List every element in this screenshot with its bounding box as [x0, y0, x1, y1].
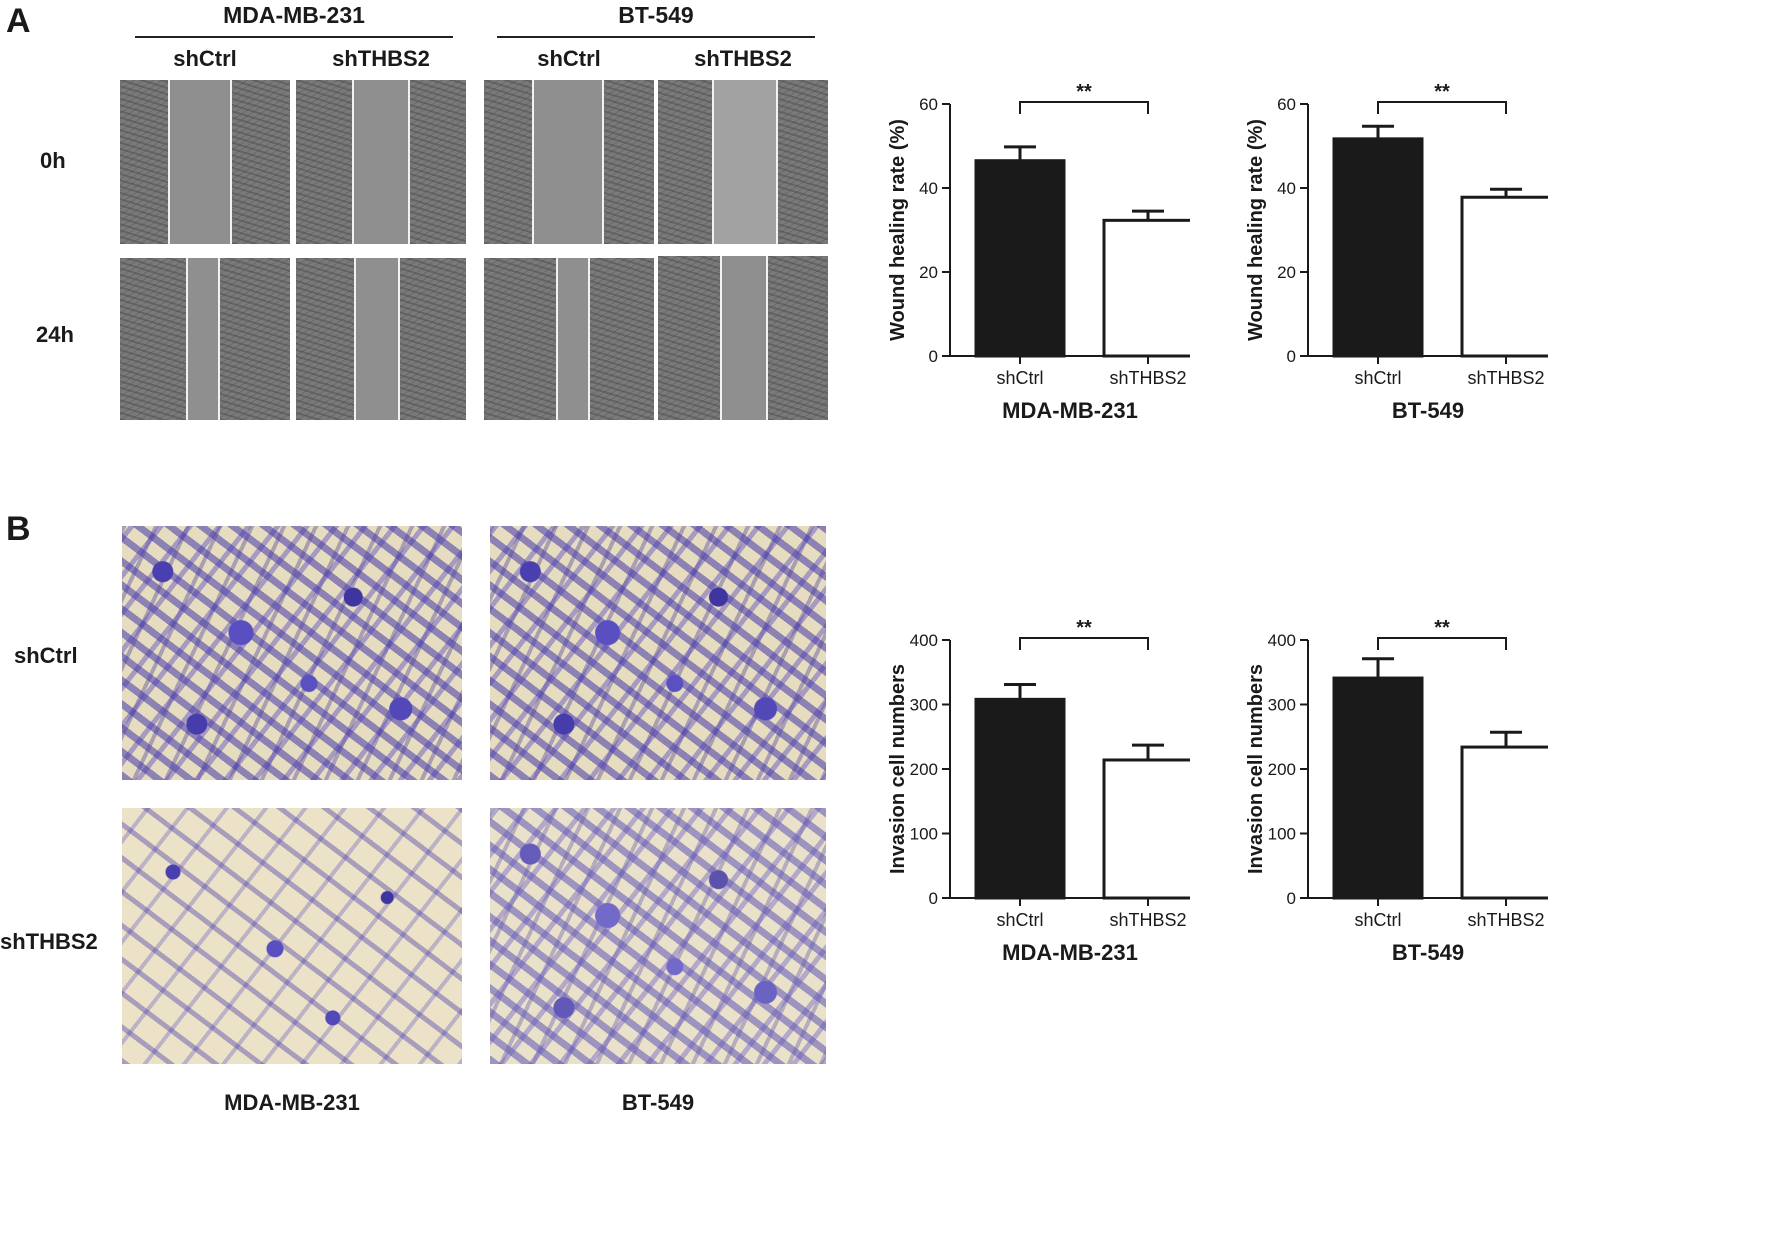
bar-shthbs2 — [1102, 218, 1190, 358]
bar-shctrl — [1332, 137, 1424, 358]
invasion-image-bt-shctrl — [490, 526, 826, 780]
y-axis-label: Invasion cell numbers — [887, 664, 909, 874]
chart-wound-mda: 0 20 40 60 Wound healing rate (%) shCtrl shTHB… — [887, 81, 1190, 423]
significance-label: ** — [1076, 81, 1092, 103]
x-axis-title: BT-549 — [1392, 940, 1464, 965]
x-tick-label: shTHBS2 — [1109, 368, 1186, 388]
significance-bracket — [1019, 101, 1149, 114]
panel-a-header-bt: BT-549 — [618, 2, 694, 28]
panel-b-row-shctrl: shCtrl — [14, 643, 78, 668]
wound-image-mda-shctrl-24h — [120, 258, 290, 420]
wound-image-mda-shctrl-0h — [120, 80, 290, 244]
x-tick-label: shTHBS2 — [1109, 910, 1186, 930]
bar-shthbs2 — [1102, 758, 1190, 900]
panel-a-col-mda-shthbs2: shTHBS2 — [332, 46, 430, 71]
panel-a-row-0h: 0h — [40, 148, 66, 173]
significance-label: ** — [1076, 617, 1092, 639]
significance-label: ** — [1434, 617, 1450, 639]
y-tick-label: 0 — [929, 889, 938, 908]
panel-a-header-bt-line — [497, 36, 815, 38]
y-tick-label: 300 — [1268, 696, 1296, 715]
significance-label: ** — [1434, 81, 1450, 103]
y-tick-label: 100 — [1268, 825, 1296, 844]
invasion-image-mda-shthbs2 — [122, 808, 462, 1064]
y-tick-label: 20 — [1277, 263, 1296, 282]
y-tick-label: 60 — [919, 95, 938, 114]
bar-shctrl — [974, 159, 1066, 358]
panel-a-row-24h: 24h — [36, 322, 74, 347]
wound-image-mda-shthbs2-24h — [296, 258, 466, 420]
y-tick-label: 60 — [1277, 95, 1296, 114]
y-tick-label: 200 — [910, 760, 938, 779]
y-tick-label: 40 — [1277, 179, 1296, 198]
significance-bracket — [1377, 637, 1507, 650]
significance-bracket — [1377, 101, 1507, 114]
y-tick-label: 300 — [910, 696, 938, 715]
y-axis-label: Wound healing rate (%) — [887, 119, 909, 341]
wound-image-bt-shthbs2-24h — [658, 256, 828, 420]
chart-wound-bt: 0 20 40 60 Wound healing rate (%) shCtrl shTHB… — [1245, 81, 1548, 423]
panel-a-col-bt-shthbs2: shTHBS2 — [694, 46, 792, 71]
panel-b-col-bt: BT-549 — [621, 1090, 695, 1115]
y-axis-label: Invasion cell numbers — [1245, 664, 1267, 874]
bar-shthbs2 — [1460, 195, 1548, 358]
panel-a-col-mda-shctrl: shCtrl — [173, 46, 237, 71]
x-tick-label: shCtrl — [1354, 368, 1401, 388]
panel-a-header-mda: MDA-MB-231 — [223, 2, 365, 28]
bar-shctrl — [1332, 676, 1424, 900]
y-tick-label: 200 — [1268, 760, 1296, 779]
panel-a-letter: A — [6, 2, 31, 40]
y-tick-label: 20 — [919, 263, 938, 282]
y-tick-label: 0 — [929, 347, 938, 366]
invasion-image-mda-shctrl — [122, 526, 462, 780]
invasion-image-bt-shthbs2 — [490, 808, 826, 1064]
x-tick-label: shCtrl — [1354, 910, 1401, 930]
wound-image-bt-shctrl-0h — [484, 80, 654, 244]
wound-image-bt-shthbs2-0h — [658, 80, 828, 244]
x-tick-label: shTHBS2 — [1467, 368, 1544, 388]
panel-a-col-bt-shctrl: shCtrl — [537, 46, 601, 71]
y-tick-label: 400 — [1268, 631, 1296, 650]
x-axis-title: MDA-MB-231 — [1002, 940, 1138, 965]
bar-shthbs2 — [1460, 745, 1548, 900]
wound-image-bt-shctrl-24h — [484, 258, 654, 420]
panel-a-header-mda-line — [135, 36, 453, 38]
x-tick-label: shCtrl — [996, 368, 1043, 388]
y-tick-label: 0 — [1287, 347, 1296, 366]
y-tick-label: 0 — [1287, 889, 1296, 908]
x-axis-title: MDA-MB-231 — [1002, 398, 1138, 423]
wound-image-mda-shthbs2-0h — [296, 80, 466, 244]
significance-bracket — [1019, 637, 1149, 650]
x-tick-label: shCtrl — [996, 910, 1043, 930]
panel-b-row-shthbs2: shTHBS2 — [0, 929, 98, 954]
panel-b-letter: B — [6, 510, 31, 548]
y-tick-label: 40 — [919, 179, 938, 198]
y-tick-label: 400 — [910, 631, 938, 650]
x-tick-label: shTHBS2 — [1467, 910, 1544, 930]
y-axis-label: Wound healing rate (%) — [1245, 119, 1267, 341]
y-tick-label: 100 — [910, 825, 938, 844]
panel-b-col-mda: MDA-MB-231 — [224, 1090, 360, 1115]
x-axis-title: BT-549 — [1392, 398, 1464, 423]
bar-shctrl — [974, 697, 1066, 900]
